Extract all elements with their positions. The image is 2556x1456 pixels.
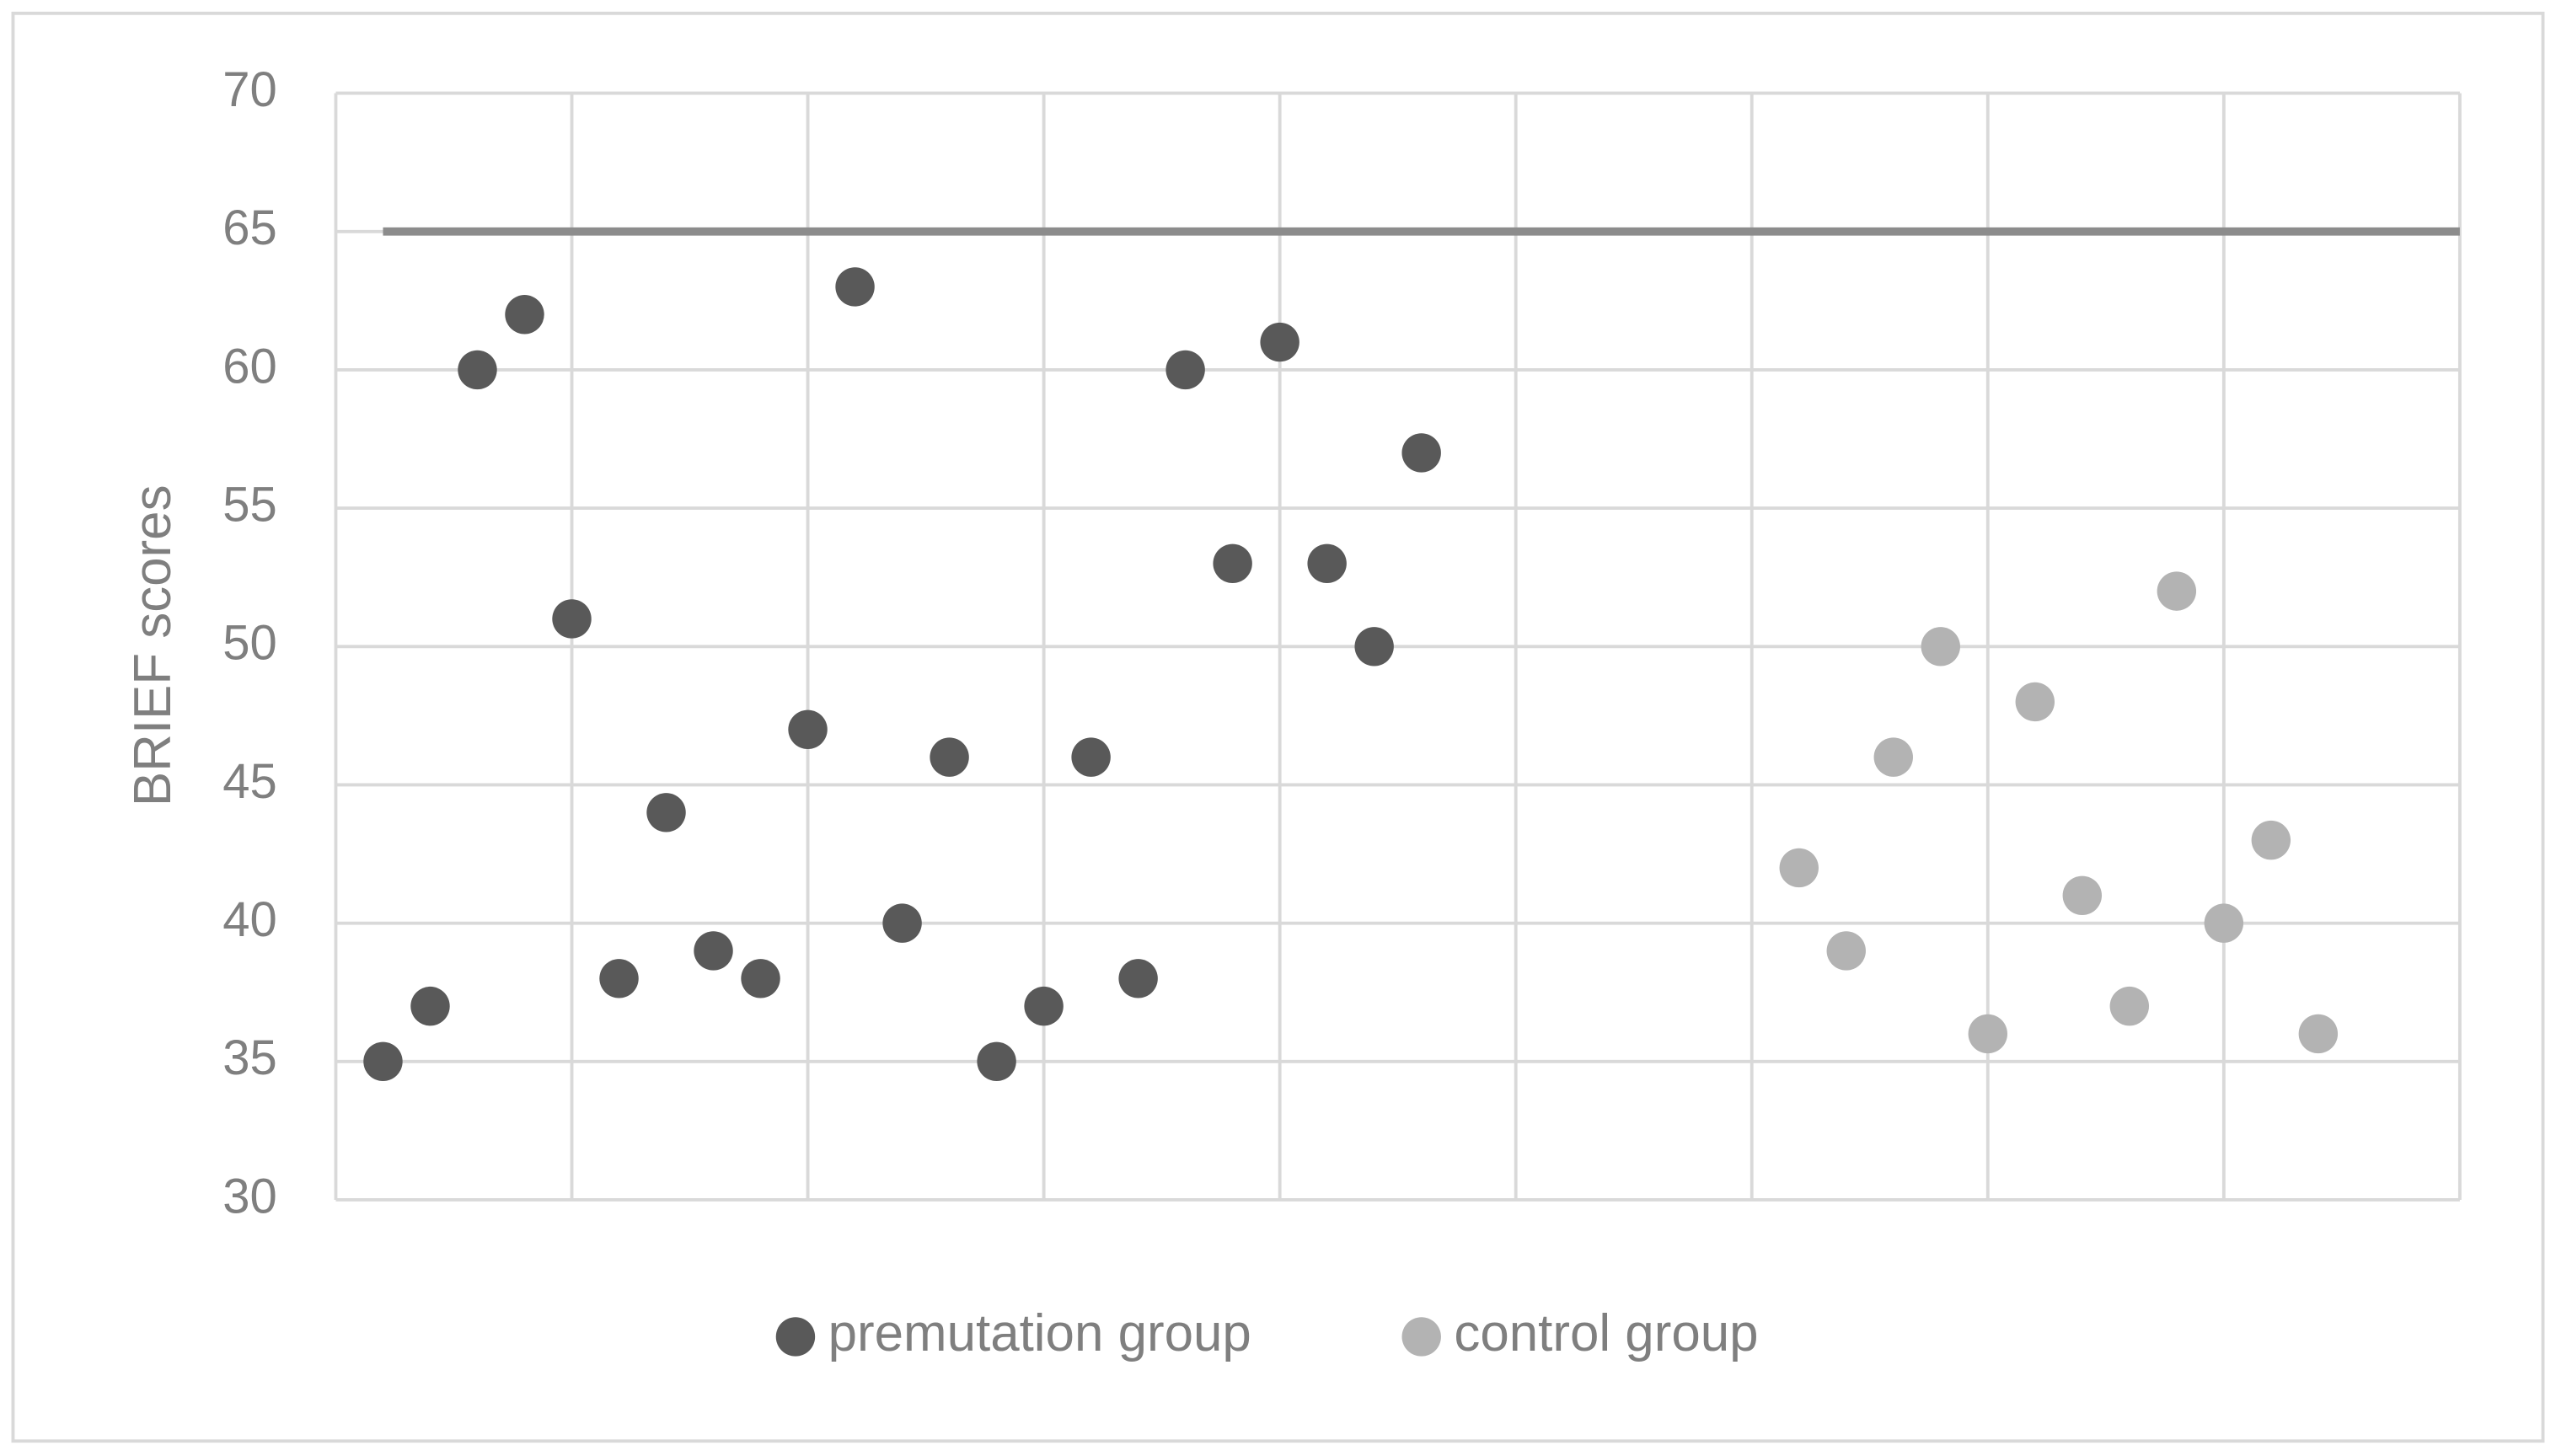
point [694,931,733,971]
y-tick-label: 35 [222,1030,277,1085]
y-tick-label: 50 [222,616,277,671]
point [552,599,592,639]
point [2109,986,2150,1026]
point [1968,1014,2007,1054]
point [458,350,497,390]
y-tick-label: 65 [222,201,277,255]
point [2251,820,2291,860]
point [1165,350,1205,390]
point [2062,875,2103,916]
legend-label: premutation group [828,1304,1251,1362]
y-tick-label: 40 [222,892,277,947]
y-tick-label: 45 [222,754,277,809]
point [1213,543,1252,583]
point [930,737,969,777]
point [977,1041,1016,1082]
chart-border [11,11,2545,1443]
y-tick-label: 55 [222,477,277,532]
point [1354,627,1394,666]
point [1401,433,1441,473]
point [741,959,780,998]
point [1118,959,1158,998]
point [1779,848,1819,888]
point [1307,543,1347,583]
point [1024,986,1064,1026]
legend-marker [1401,1317,1441,1357]
point [599,959,639,998]
point [1873,737,1913,777]
point [835,267,875,307]
point [788,709,828,750]
point [1826,931,1866,971]
point [2204,903,2244,943]
point [2298,1014,2339,1054]
point [363,1041,403,1082]
point [646,793,686,832]
y-tick-label: 30 [222,1169,277,1223]
y-tick-label: 70 [222,62,277,117]
point [410,986,450,1026]
point [505,295,544,335]
point [2015,682,2055,722]
point [882,903,922,943]
point [1071,737,1111,777]
point [1921,627,1960,666]
legend-label: control group [1454,1304,1758,1362]
y-tick-label: 60 [222,339,277,393]
point [2157,571,2197,611]
point [1260,322,1299,362]
legend-marker [775,1317,816,1357]
y-axis-label: BRIEF scores [124,484,182,806]
